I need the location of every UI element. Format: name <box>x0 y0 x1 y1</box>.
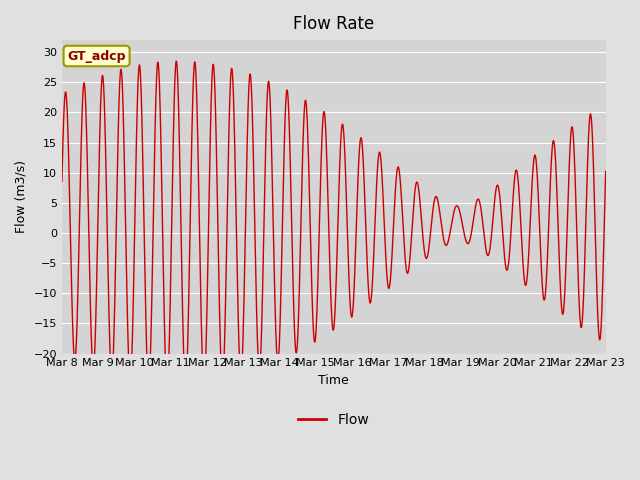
Title: Flow Rate: Flow Rate <box>293 15 374 33</box>
Text: GT_adcp: GT_adcp <box>67 49 126 62</box>
X-axis label: Time: Time <box>318 374 349 387</box>
Y-axis label: Flow (m3/s): Flow (m3/s) <box>15 160 28 233</box>
Legend: Flow: Flow <box>293 408 374 432</box>
